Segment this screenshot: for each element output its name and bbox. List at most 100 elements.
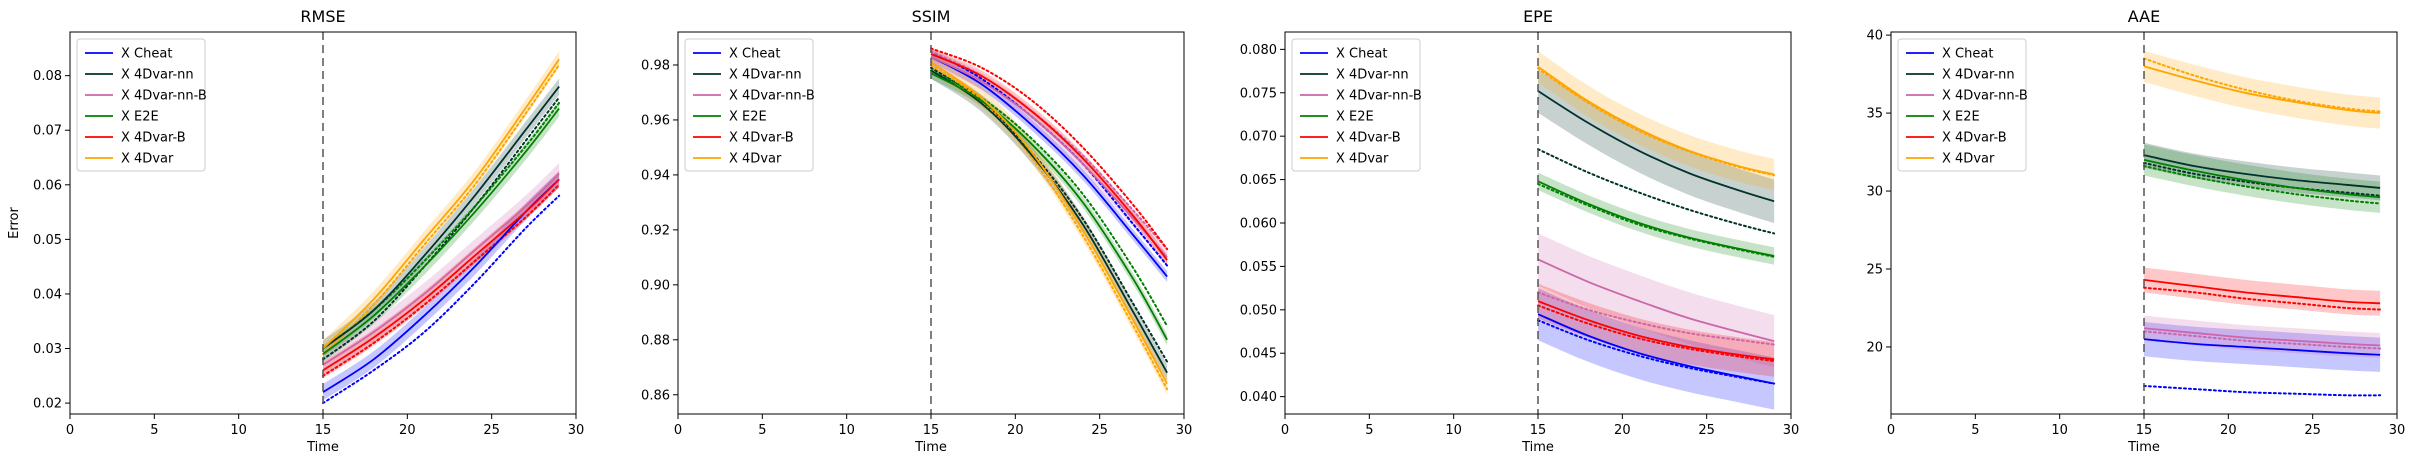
line-cheat	[2143, 338, 2381, 356]
dotted-line-cheat	[322, 194, 561, 405]
dotted-line-4dvar-nn	[1537, 148, 1776, 235]
legend-frame	[76, 38, 206, 172]
legend: X Cheat X 4Dvar-nn X 4Dvar-nn-B X E2E X 4Dva…	[684, 38, 815, 172]
y-tick-label: 0.040	[1240, 390, 1277, 405]
band-e2e	[1538, 172, 1775, 265]
y-tick-label: 0.07	[33, 124, 62, 139]
x-tick-label: 30	[2389, 423, 2406, 438]
x-tick-label: 30	[1783, 423, 1800, 438]
x-axis-label: Time	[1521, 440, 1554, 455]
y-tick-label: 0.06	[33, 178, 62, 193]
dotted-line-cheat	[2143, 384, 2382, 397]
y-tick-label: 20	[1866, 340, 1883, 355]
y-tick-label: 0.90	[641, 278, 670, 293]
dotted-line-4dvar-nn	[2143, 161, 2382, 197]
y-tick-label: 0.045	[1240, 347, 1277, 362]
x-tick-label: 25	[1091, 423, 1108, 438]
chart-title: EPE	[1523, 7, 1553, 26]
x-tick-label: 15	[315, 423, 332, 438]
legend-entry: X 4Dvar	[729, 152, 782, 167]
line-4dvar-nn-b	[930, 55, 1168, 258]
line-4dvar-nn	[930, 69, 1168, 374]
dotted-line-4dvar-b	[1537, 304, 1776, 363]
x-tick-label: 0	[1887, 423, 1895, 438]
dotted-line-4dvar-nn-b	[930, 50, 1169, 251]
x-tick-label: 25	[1698, 423, 1715, 438]
chart-aae: 0 5 10 15 20 25 30 20 25 30 35 40 AAE Time X Cheat X 4D…	[1866, 7, 2405, 455]
line-4dvar-nn	[1537, 90, 1775, 203]
line-cheat	[1537, 313, 1775, 385]
line-4dvar-b	[1537, 300, 1775, 361]
chart-title: RMSE	[300, 7, 345, 26]
line-4dvar-nn-b	[322, 173, 560, 366]
x-tick-label: 20	[399, 423, 416, 438]
x-tick-label: 15	[923, 423, 940, 438]
line-4dvar	[322, 58, 560, 350]
line-4dvar-b	[322, 178, 560, 372]
x-tick-label: 5	[1971, 423, 1979, 438]
legend-entry: X Cheat	[121, 47, 172, 62]
dotted-line-e2e	[2143, 165, 2382, 205]
band-4dvar-nn	[323, 78, 560, 357]
line-e2e	[322, 107, 560, 355]
legend-entry: X E2E	[729, 110, 767, 125]
band-cheat	[1538, 288, 1775, 410]
y-tick-label: 0.92	[641, 223, 670, 238]
y-tick-label: 0.070	[1240, 130, 1277, 145]
y-tick-label: 0.08	[33, 69, 62, 84]
band-e2e	[2144, 144, 2381, 213]
legend-entry: X Cheat	[729, 47, 780, 62]
line-4dvar-nn-b	[2143, 327, 2381, 347]
y-tick-label: 35	[1866, 107, 1883, 122]
dotted-line-e2e	[930, 69, 1169, 328]
line-4dvar-nn	[2143, 154, 2381, 189]
band-4dvar	[1538, 51, 1775, 191]
legend-entry: X Cheat	[1336, 47, 1387, 62]
legend-entry: X 4Dvar-nn-B	[121, 89, 207, 104]
x-tick-label: 30	[1176, 423, 1193, 438]
x-tick-label: 25	[2304, 423, 2321, 438]
line-4dvar-b	[930, 53, 1168, 261]
legend-entry: X E2E	[1336, 110, 1374, 125]
plot-area	[322, 51, 561, 405]
line-e2e	[1537, 180, 1775, 257]
legend-entry: X 4Dvar-B	[1336, 131, 1401, 146]
chart-title: AAE	[2128, 7, 2160, 26]
y-tick-label: 0.98	[641, 58, 670, 73]
legend-entry: X 4Dvar	[1942, 152, 1995, 167]
legend-entry: X 4Dvar-B	[121, 131, 186, 146]
legend: X Cheat X 4Dvar-nn X 4Dvar-nn-B X E2E X 4Dva…	[1897, 38, 2028, 172]
legend-frame	[684, 38, 814, 172]
x-tick-label: 10	[230, 423, 247, 438]
y-tick-label: 30	[1866, 185, 1883, 200]
legend-entry: X E2E	[1942, 110, 1980, 125]
line-4dvar-nn-b	[1537, 258, 1775, 342]
dotted-line-cheat	[930, 50, 1169, 267]
band-4dvar	[2144, 50, 2381, 129]
dotted-line-4dvar-b	[930, 47, 1169, 251]
y-tick-label: 0.03	[33, 342, 62, 357]
band-4dvar-b	[1538, 283, 1775, 377]
dotted-line-4dvar-nn	[322, 96, 561, 361]
plot-area	[2143, 50, 2382, 397]
band-4dvar-nn-b	[931, 48, 1168, 266]
plot-area	[1537, 51, 1776, 410]
x-tick-label: 0	[674, 423, 682, 438]
y-tick-label: 0.86	[641, 388, 670, 403]
x-tick-label: 10	[1445, 423, 1462, 438]
dotted-line-4dvar-b	[322, 183, 561, 377]
legend-entry: X 4Dvar-nn-B	[1942, 89, 2028, 104]
y-tick-label: 0.080	[1240, 43, 1277, 58]
y-tick-label: 0.94	[641, 168, 670, 183]
legend-entry: X 4Dvar-nn	[121, 68, 194, 83]
x-tick-label: 10	[2051, 423, 2068, 438]
legend-entry: X 4Dvar-nn	[1942, 68, 2015, 83]
chart-title: SSIM	[912, 7, 951, 26]
legend-entry: X 4Dvar-nn-B	[729, 89, 815, 104]
y-tick-label: 0.060	[1240, 217, 1277, 232]
y-tick-label: 40	[1866, 29, 1883, 44]
legend: X Cheat X 4Dvar-nn X 4Dvar-nn-B X E2E X 4Dva…	[1291, 38, 1422, 172]
x-tick-label: 5	[758, 423, 766, 438]
band-4dvar-nn-b	[323, 162, 560, 376]
legend-entry: X E2E	[121, 110, 159, 125]
